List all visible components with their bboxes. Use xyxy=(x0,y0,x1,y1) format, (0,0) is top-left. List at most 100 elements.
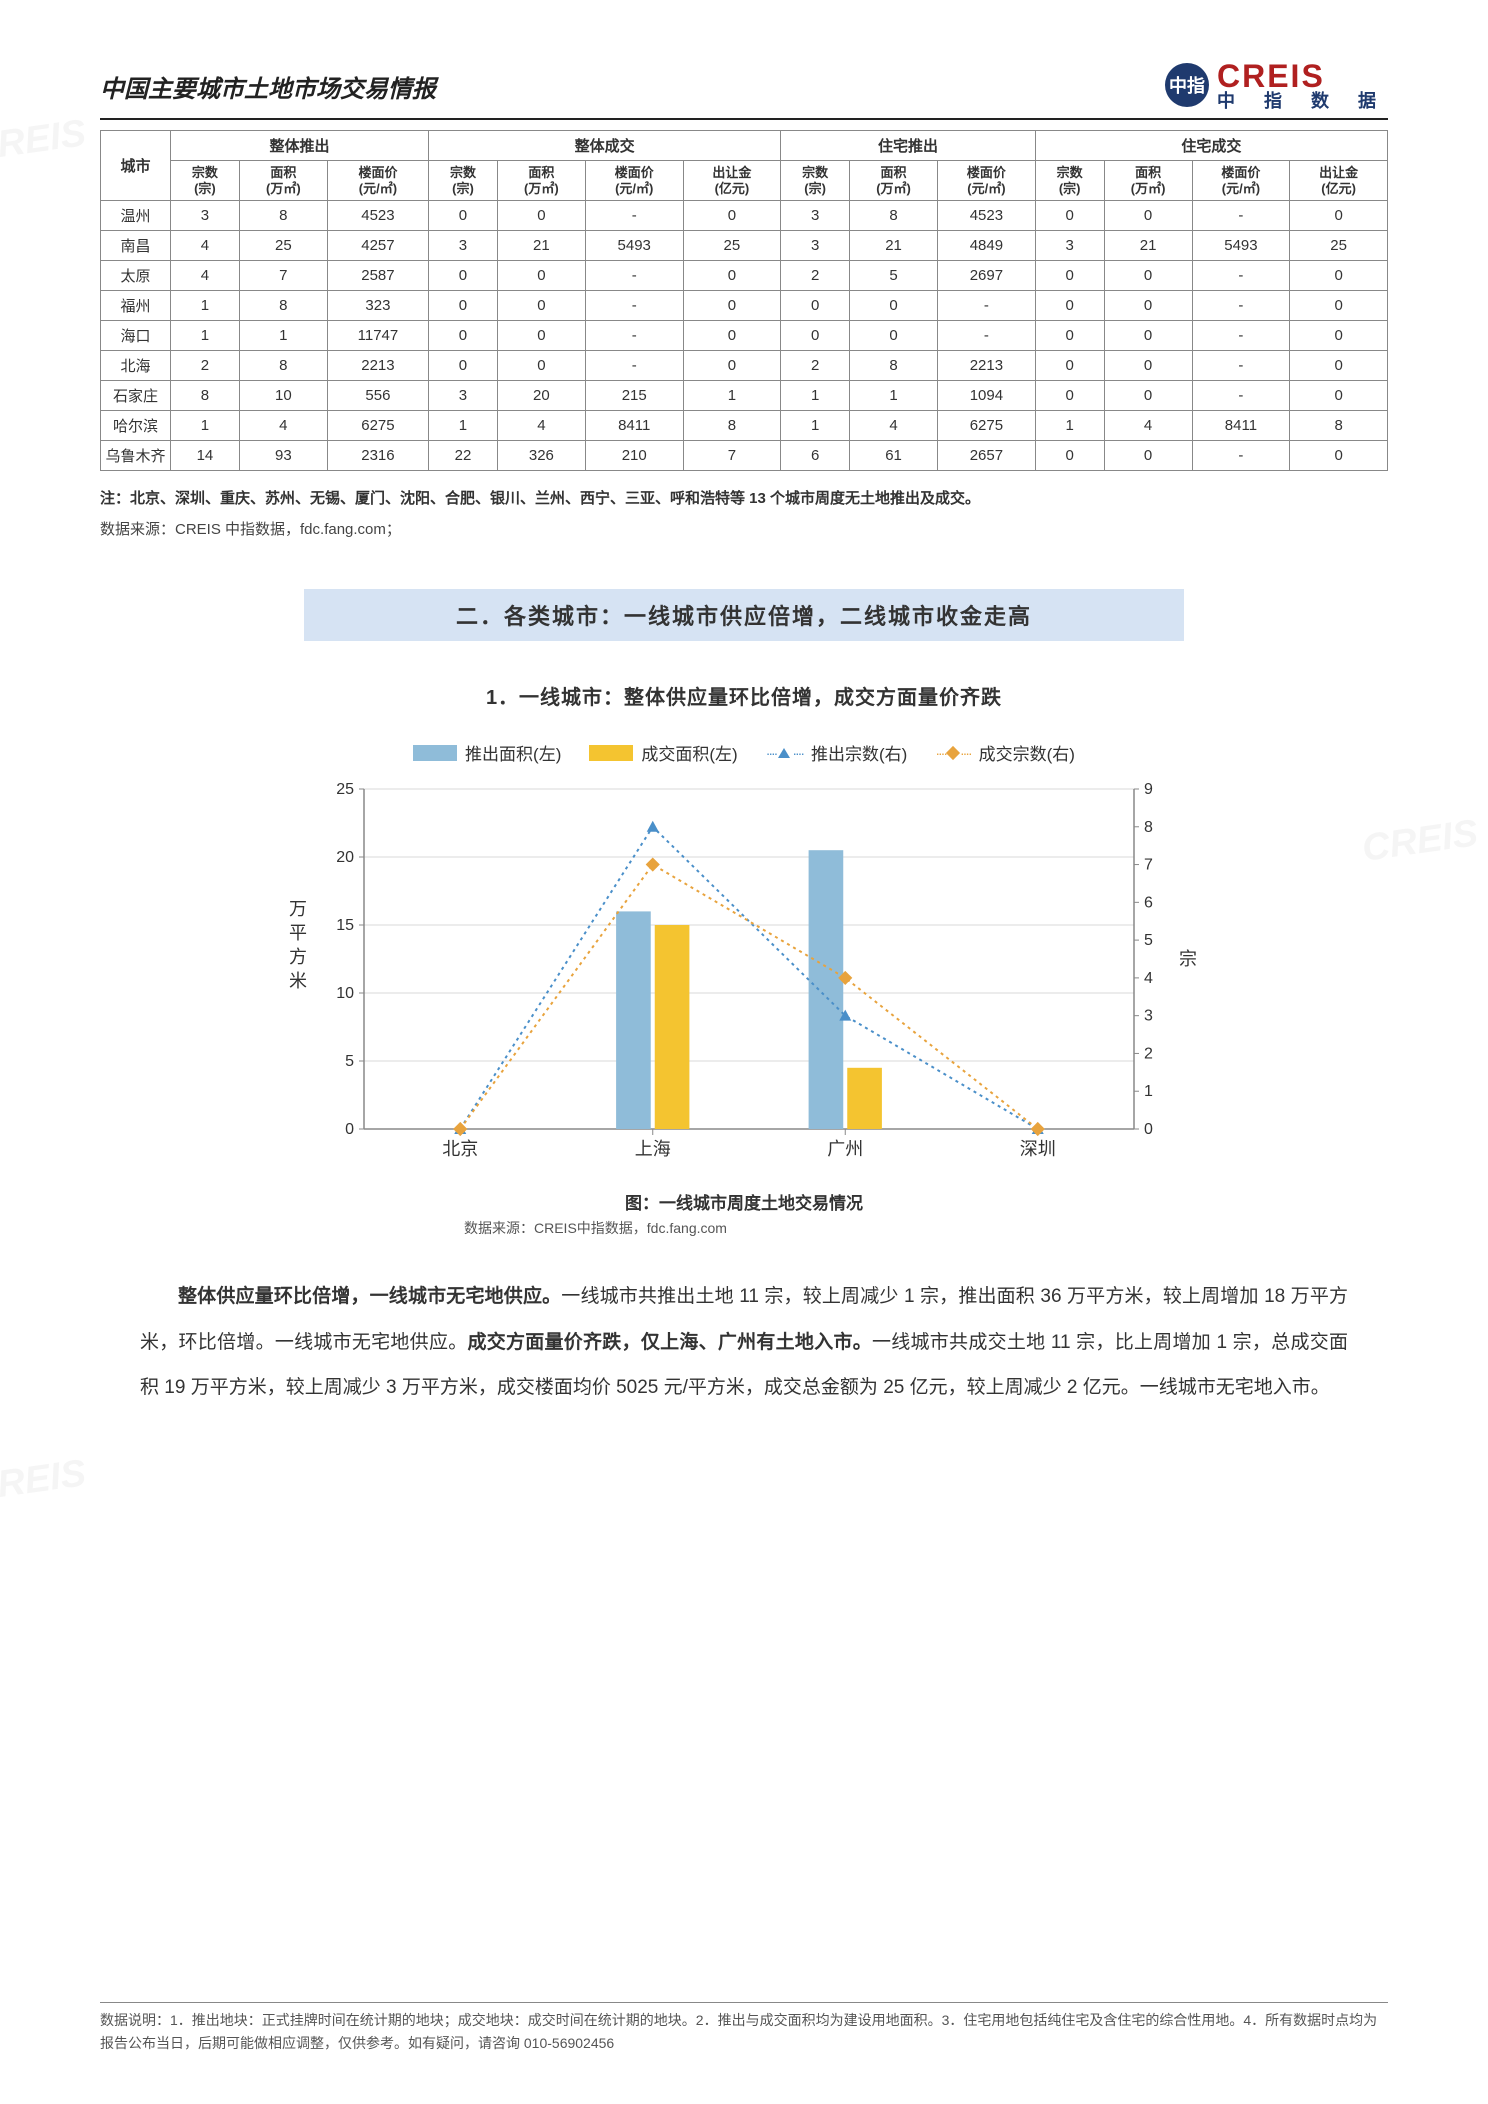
svg-text:4: 4 xyxy=(1144,970,1153,987)
logo-big: CREIS xyxy=(1217,60,1388,92)
cell: - xyxy=(1192,381,1290,411)
cell: 5 xyxy=(850,261,938,291)
svg-text:25: 25 xyxy=(336,781,354,798)
cell: 25 xyxy=(1290,231,1388,261)
cell: 0 xyxy=(1104,441,1192,471)
cell: 0 xyxy=(1290,321,1388,351)
cell: - xyxy=(585,201,683,231)
cell: - xyxy=(1192,441,1290,471)
cell: 0 xyxy=(1035,201,1104,231)
cell: - xyxy=(1192,321,1290,351)
th-sub: 宗数(宗) xyxy=(429,161,498,201)
svg-text:9: 9 xyxy=(1144,781,1153,798)
cell: 0 xyxy=(1104,291,1192,321)
cell: 0 xyxy=(1104,381,1192,411)
cell: 556 xyxy=(327,381,428,411)
cell: 0 xyxy=(1035,441,1104,471)
cell: 20 xyxy=(497,381,585,411)
body-paragraph: 整体供应量环比倍增，一线城市无宅地供应。一线城市共推出土地 11 宗，较上周减少… xyxy=(140,1274,1348,1411)
cell: 4 xyxy=(497,411,585,441)
cell: 1 xyxy=(781,381,850,411)
cell: 10 xyxy=(239,381,327,411)
cell: 0 xyxy=(497,261,585,291)
cell: 3 xyxy=(1035,231,1104,261)
cell: 2697 xyxy=(938,261,1036,291)
footer-note: 数据说明：1．推出地块：正式挂牌时间在统计期的地块；成交地块：成交时间在统计期的… xyxy=(100,2002,1388,2054)
cell: 0 xyxy=(1290,261,1388,291)
cell: 0 xyxy=(497,201,585,231)
table-row: 乌鲁木齐14932316223262107661265700-0 xyxy=(101,441,1388,471)
cell: 4523 xyxy=(327,201,428,231)
cell: 8411 xyxy=(1192,411,1290,441)
svg-text:2: 2 xyxy=(1144,1046,1153,1063)
chart-caption: 图：一线城市周度土地交易情况 xyxy=(294,1189,1194,1214)
cell: 11747 xyxy=(327,321,428,351)
th-sub: 面积(万㎡) xyxy=(1104,161,1192,201)
table-row: 哈尔滨14627514841181462751484118 xyxy=(101,411,1388,441)
cell: 0 xyxy=(497,321,585,351)
th-sub: 楼面价(元/㎡) xyxy=(327,161,428,201)
cell: 1 xyxy=(171,321,240,351)
cell-city: 温州 xyxy=(101,201,171,231)
cell-city: 北海 xyxy=(101,351,171,381)
cell: 0 xyxy=(781,321,850,351)
cell: - xyxy=(585,351,683,381)
table-row: 北海28221300-028221300-0 xyxy=(101,351,1388,381)
cell: 3 xyxy=(429,231,498,261)
svg-text:20: 20 xyxy=(336,849,354,866)
cell: 4 xyxy=(850,411,938,441)
cell: 4 xyxy=(171,261,240,291)
table-row: 福州1832300-000-00-0 xyxy=(101,291,1388,321)
th-sub: 出让金(亿元) xyxy=(683,161,781,201)
cell: 0 xyxy=(497,291,585,321)
cell: 2587 xyxy=(327,261,428,291)
th-sub: 面积(万㎡) xyxy=(497,161,585,201)
cell: 2316 xyxy=(327,441,428,471)
cell: 2213 xyxy=(327,351,428,381)
cell: 0 xyxy=(429,201,498,231)
cell: 21 xyxy=(1104,231,1192,261)
land-table: 城市 整体推出 整体成交 住宅推出 住宅成交 宗数(宗)面积(万㎡)楼面价(元/… xyxy=(100,130,1388,471)
cell: 326 xyxy=(497,441,585,471)
cell: 0 xyxy=(781,291,850,321)
section-title: 二．各类城市：一线城市供应倍增，二线城市收金走高 xyxy=(304,589,1184,641)
cell: 1 xyxy=(1035,411,1104,441)
cell: 4523 xyxy=(938,201,1036,231)
cell: 1 xyxy=(683,381,781,411)
cell: 0 xyxy=(429,321,498,351)
cell: 4257 xyxy=(327,231,428,261)
svg-text:0: 0 xyxy=(345,1121,354,1138)
chart-source: 数据来源：CREIS中指数据，fdc.fang.com xyxy=(464,1218,1194,1238)
legend-label: 成交宗数(右) xyxy=(979,740,1075,765)
cell: - xyxy=(585,291,683,321)
cell: 8 xyxy=(171,381,240,411)
cell: - xyxy=(1192,291,1290,321)
svg-text:深圳: 深圳 xyxy=(1020,1139,1056,1159)
cell: 0 xyxy=(1104,321,1192,351)
cell: 1 xyxy=(850,381,938,411)
cell: 0 xyxy=(683,291,781,321)
th-sub: 宗数(宗) xyxy=(781,161,850,201)
subsection-title: 1．一线城市：整体供应量环比倍增，成交方面量价齐跌 xyxy=(100,681,1388,710)
table-row: 海口111174700-000-00-0 xyxy=(101,321,1388,351)
cell: 0 xyxy=(1035,261,1104,291)
cell: 210 xyxy=(585,441,683,471)
cell: 0 xyxy=(1104,351,1192,381)
cell: - xyxy=(1192,201,1290,231)
svg-text:0: 0 xyxy=(1144,1121,1153,1138)
svg-text:7: 7 xyxy=(1144,857,1153,874)
table-row: 石家庄810556320215111109400-0 xyxy=(101,381,1388,411)
svg-text:1: 1 xyxy=(1144,1083,1153,1100)
cell: 0 xyxy=(683,201,781,231)
watermark: CREIS xyxy=(0,1452,89,1511)
cell-city: 太原 xyxy=(101,261,171,291)
cell-city: 南昌 xyxy=(101,231,171,261)
table-source: 数据来源：CREIS 中指数据，fdc.fang.com； xyxy=(100,518,1388,539)
watermark: CREIS xyxy=(0,112,89,171)
cell: 2 xyxy=(781,261,850,291)
table-row: 太原47258700-025269700-0 xyxy=(101,261,1388,291)
cell: 7 xyxy=(683,441,781,471)
cell: 3 xyxy=(781,231,850,261)
cell: 0 xyxy=(429,261,498,291)
cell-city: 福州 xyxy=(101,291,171,321)
